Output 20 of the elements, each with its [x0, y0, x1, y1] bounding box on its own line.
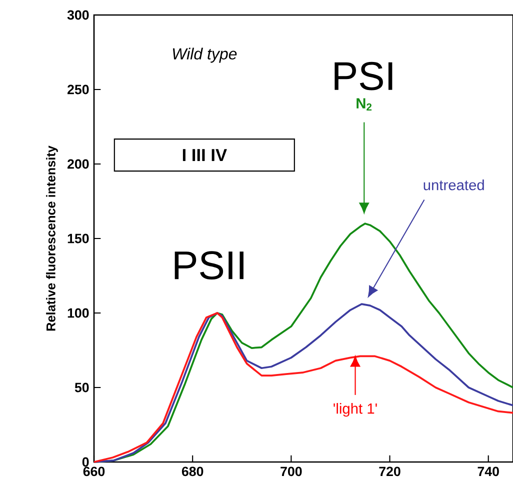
- x-tick-label: 740: [478, 466, 499, 476]
- x-tick-label: 700: [280, 466, 302, 476]
- x-tick-label: 680: [182, 466, 204, 476]
- x-tick-label: 720: [379, 466, 400, 476]
- y-axis-title: Relative fluorescence intensity: [46, 146, 58, 331]
- annotation: PSI: [334, 62, 392, 90]
- annotation: I III IV: [182, 149, 227, 162]
- y-tick-label: 0: [82, 457, 89, 467]
- annotation: Wild type: [172, 48, 237, 63]
- annotation: PSII: [174, 251, 244, 280]
- text: N$_{2}$: [356, 98, 372, 111]
- y-tick-label: 50: [74, 382, 89, 392]
- text: untreated: [424, 179, 484, 190]
- y-tick-label: 300: [67, 10, 89, 20]
- x-tick-label: 660: [83, 466, 105, 476]
- y-tick-label: 150: [68, 234, 89, 244]
- y-tick-label: 250: [68, 84, 89, 94]
- text: 'light 1': [334, 403, 377, 417]
- y-tick-label: 100: [68, 308, 89, 318]
- y-tick-label: 200: [68, 159, 89, 169]
